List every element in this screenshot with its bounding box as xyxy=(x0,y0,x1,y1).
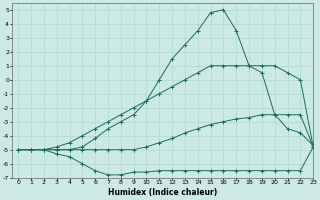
X-axis label: Humidex (Indice chaleur): Humidex (Indice chaleur) xyxy=(108,188,217,197)
